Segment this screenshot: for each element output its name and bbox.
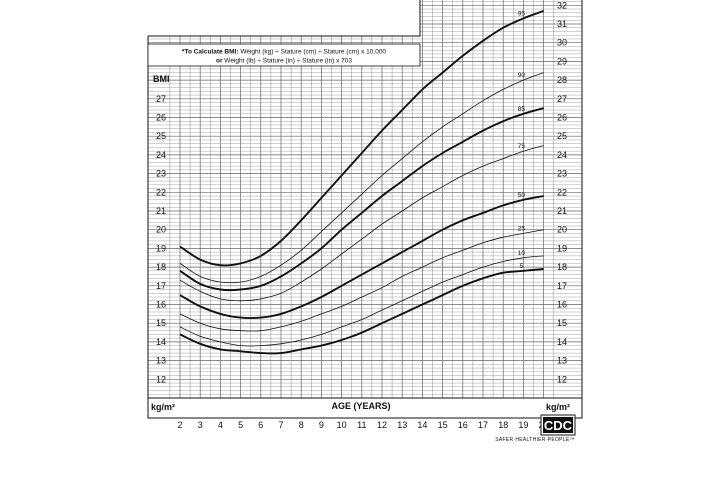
- formula-line-2: or Weight (lb) ÷ Stature (in) ÷ Stature …: [216, 58, 352, 65]
- y-tick-label-left: 16: [156, 300, 166, 310]
- cdc-logo: CDC: [540, 414, 576, 436]
- percentile-label-75: 75: [518, 143, 526, 150]
- y-tick-label-right: 20: [557, 225, 567, 235]
- y-tick-label-left: 26: [156, 113, 166, 123]
- percentile-label-85: 85: [518, 106, 526, 113]
- x-tick-label: 13: [397, 420, 407, 430]
- percentile-label-10: 10: [518, 250, 526, 257]
- percentile-curve-75: [179, 145, 544, 302]
- svg-text:CDC: CDC: [544, 418, 573, 433]
- y-tick-label-right: 21: [557, 206, 567, 216]
- y-tick-label-right: 27: [557, 94, 567, 104]
- y-tick-label-right: 12: [557, 374, 567, 384]
- y-tick-label-right: 16: [557, 300, 567, 310]
- x-tick-label: 16: [458, 420, 468, 430]
- y-tick-label-left: 18: [156, 262, 166, 272]
- x-tick-label: 19: [518, 420, 528, 430]
- x-tick-label: 9: [319, 420, 324, 430]
- percentile-curve-85: [179, 107, 544, 292]
- x-tick-label: 14: [417, 420, 427, 430]
- x-tick-label: 2: [177, 420, 182, 430]
- y-tick-label-right: 31: [557, 19, 567, 29]
- y-axis-title: BMI: [153, 74, 170, 84]
- y-tick-label-right: 18: [557, 262, 567, 272]
- x-tick-label: 10: [337, 420, 347, 430]
- y-tick-label-right: 13: [557, 356, 567, 366]
- y-tick-label-left: 15: [156, 318, 166, 328]
- formula-line-1: *To Calculate BMI: Weight (kg) ÷ Stature…: [182, 49, 387, 56]
- chart-frame: [147, 0, 583, 419]
- percentile-label-95: 95: [518, 10, 526, 17]
- y-tick-label-left: 12: [156, 374, 166, 384]
- percentile-curve-95: [179, 10, 544, 267]
- x-axis-title: AGE (YEARS): [331, 401, 390, 411]
- y-tick-label-right: 15: [557, 318, 567, 328]
- y-tick-label-right: 25: [557, 131, 567, 141]
- y-tick-label-right: 17: [557, 281, 567, 291]
- axis-label-strip: [148, 398, 582, 418]
- x-tick-label: 6: [258, 420, 263, 430]
- x-tick-label: 8: [299, 420, 304, 430]
- percentile-labels: 5 10 25 50 75 85 90 95: [518, 10, 526, 269]
- y-tick-label-right: 26: [557, 113, 567, 123]
- y-tick-label-left: 13: [156, 356, 166, 366]
- y-tick-label-left: 23: [156, 169, 166, 179]
- x-tick-label: 18: [498, 420, 508, 430]
- y-tick-label-right: 24: [557, 150, 567, 160]
- y-tick-label-left: 25: [156, 131, 166, 141]
- percentile-curve-5: [179, 268, 544, 355]
- y-tick-label-right: 22: [557, 187, 567, 197]
- percentile-label-5: 5: [520, 263, 524, 270]
- axis-ticks: 2345678910111213141516171819201213141516…: [156, 0, 567, 430]
- y-tick-label-right: 28: [557, 75, 567, 85]
- y-tick-label-left: 22: [156, 187, 166, 197]
- percentile-curve-10: [179, 255, 544, 347]
- x-tick-label: 17: [478, 420, 488, 430]
- y-tick-label-right: 32: [557, 0, 567, 10]
- y-tick-label-left: 14: [156, 337, 166, 347]
- y-tick-label-right: 19: [557, 243, 567, 253]
- x-tick-label: 4: [218, 420, 223, 430]
- chart-grid: [147, 0, 583, 419]
- y-tick-label-left: 27: [156, 94, 166, 104]
- y-tick-label-left: 21: [156, 206, 166, 216]
- unit-right: kg/m²: [546, 402, 570, 412]
- x-tick-label: 15: [438, 420, 448, 430]
- y-tick-label-left: 20: [156, 225, 166, 235]
- percentile-label-50: 50: [518, 192, 526, 199]
- y-tick-label-right: 23: [557, 169, 567, 179]
- x-tick-label: 5: [238, 420, 243, 430]
- cdc-tagline: SAFER·HEALTHIER·PEOPLE™: [495, 437, 575, 443]
- unit-left: kg/m²: [151, 402, 175, 412]
- y-tick-label-right: 29: [557, 56, 567, 66]
- percentile-curve-25: [179, 229, 544, 332]
- y-tick-label-right: 30: [557, 38, 567, 48]
- y-tick-label-left: 17: [156, 281, 166, 291]
- x-tick-label: 12: [377, 420, 387, 430]
- x-tick-label: 11: [357, 420, 366, 430]
- percentile-label-25: 25: [518, 225, 526, 232]
- y-tick-label-left: 19: [156, 243, 166, 253]
- y-tick-label-right: 14: [557, 337, 567, 347]
- y-tick-label-left: 24: [156, 150, 166, 160]
- percentile-curve-50: [179, 195, 544, 319]
- percentile-curves: [179, 10, 544, 355]
- formula-box: [147, 43, 421, 67]
- percentile-label-90: 90: [518, 72, 526, 79]
- percentile-curve-90: [179, 72, 544, 284]
- x-tick-label: 3: [198, 420, 203, 430]
- x-tick-label: 7: [278, 420, 283, 430]
